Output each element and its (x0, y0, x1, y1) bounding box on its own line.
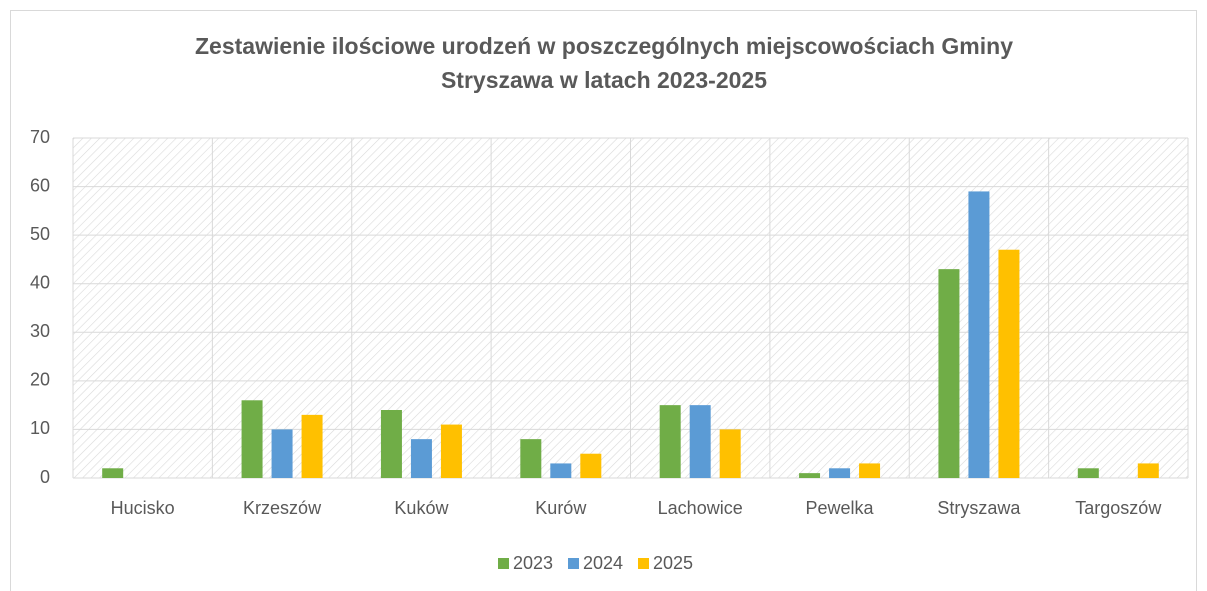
x-tick-label: Kuków (394, 498, 449, 518)
bar (580, 453, 602, 478)
bar (659, 405, 681, 478)
y-tick-label: 30 (30, 321, 50, 341)
legend-swatch (568, 558, 579, 569)
legend-swatch (498, 558, 509, 569)
bar (859, 463, 881, 478)
x-tick-label: Lachowice (658, 498, 743, 518)
legend-swatch (638, 558, 649, 569)
y-tick-label: 70 (30, 127, 50, 147)
bar (1137, 463, 1159, 478)
bar (520, 439, 542, 478)
chart-title: Zestawienie ilościowe urodzeń w poszczeg… (195, 33, 1013, 59)
x-tick-label: Kurów (535, 498, 587, 518)
x-tick-label: Stryszawa (937, 498, 1021, 518)
bar (301, 414, 323, 478)
y-tick-label: 40 (30, 272, 50, 292)
bar (241, 400, 263, 478)
bar (271, 429, 293, 478)
bar (440, 424, 462, 478)
bar (938, 269, 960, 478)
y-tick-label: 10 (30, 418, 50, 438)
y-tick-label: 20 (30, 370, 50, 390)
x-tick-label: Hucisko (111, 498, 175, 518)
bar (380, 410, 402, 478)
y-tick-label: 0 (40, 467, 50, 487)
legend-label: 2024 (583, 553, 623, 573)
bar (968, 191, 990, 478)
legend-label: 2025 (653, 553, 693, 573)
bar (689, 405, 711, 478)
chart-title: Stryszawa w latach 2023-2025 (441, 67, 767, 93)
bar (829, 468, 851, 478)
x-tick-label: Krzeszów (243, 498, 322, 518)
x-tick-label: Pewelka (806, 498, 875, 518)
y-tick-label: 60 (30, 175, 50, 195)
bar (410, 439, 432, 478)
bar (550, 463, 572, 478)
bar (998, 249, 1020, 478)
bar (102, 468, 124, 478)
legend-label: 2023 (513, 553, 553, 573)
bar (1077, 468, 1099, 478)
bar (719, 429, 741, 478)
y-tick-label: 50 (30, 224, 50, 244)
bar (799, 473, 821, 478)
x-tick-label: Targoszów (1075, 498, 1162, 518)
